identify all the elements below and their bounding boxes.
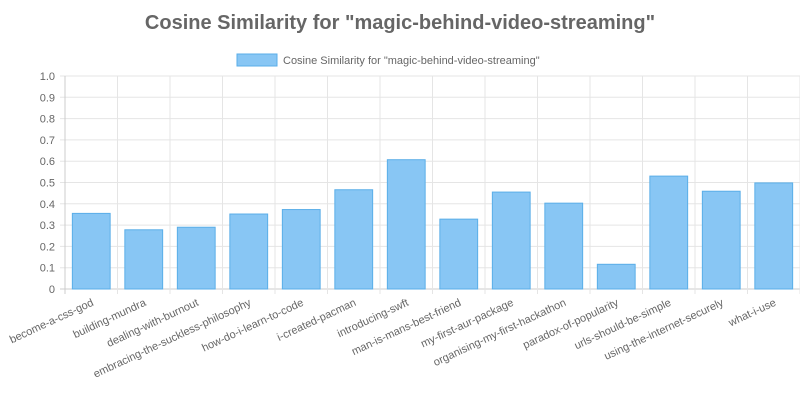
bar[interactable] <box>334 189 374 290</box>
y-tick-label: 0 <box>49 284 55 296</box>
y-tick-label: 0.9 <box>40 92 55 104</box>
y-tick-label: 1.0 <box>40 71 55 83</box>
bar[interactable] <box>754 182 794 290</box>
x-axis: become-a-css-godbuilding-mundradealing-w… <box>8 296 778 380</box>
y-tick-label: 0.4 <box>40 199 55 211</box>
bar[interactable] <box>701 190 741 290</box>
legend[interactable]: Cosine Similarity for "magic-behind-vide… <box>236 53 540 67</box>
bar[interactable] <box>491 191 531 290</box>
y-axis: 0 0.1 0.2 0.3 0.4 0.5 0.6 0.7 0.8 0.9 1.0 <box>40 71 55 296</box>
bar[interactable] <box>71 212 111 290</box>
bar[interactable] <box>386 159 426 290</box>
y-tick-label: 0.8 <box>40 114 55 126</box>
bars <box>71 159 794 290</box>
y-tick-label: 0.5 <box>40 178 55 190</box>
bar[interactable] <box>281 209 321 290</box>
bar[interactable] <box>439 218 479 290</box>
legend-label: Cosine Similarity for "magic-behind-vide… <box>283 55 540 67</box>
x-tick-label: become-a-css-god <box>8 297 96 346</box>
y-tick-label: 0.3 <box>40 220 55 232</box>
x-tick-label: paradox-of-popularity <box>521 297 621 352</box>
y-tick-label: 0.7 <box>40 135 55 147</box>
bar[interactable] <box>176 226 216 290</box>
y-tick-label: 0.2 <box>40 241 55 253</box>
gridlines <box>60 75 800 294</box>
x-tick-label: what-i-use <box>726 297 778 330</box>
bar[interactable] <box>124 229 164 290</box>
bar[interactable] <box>649 175 689 290</box>
y-tick-label: 0.1 <box>40 263 55 275</box>
bar[interactable] <box>544 202 584 290</box>
chart-title: Cosine Similarity for "magic-behind-vide… <box>145 12 655 34</box>
legend-swatch <box>236 53 278 67</box>
bar[interactable] <box>229 213 269 290</box>
bar[interactable] <box>596 263 636 290</box>
y-tick-label: 0.6 <box>40 156 55 168</box>
